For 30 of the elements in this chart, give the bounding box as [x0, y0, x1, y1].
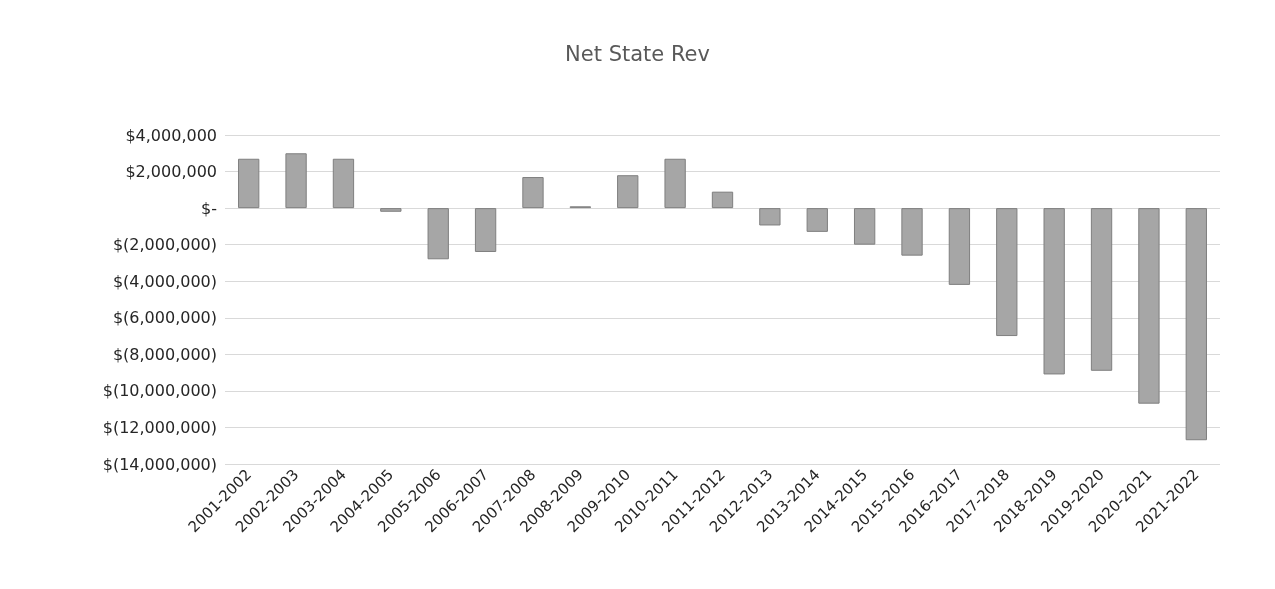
bar	[948, 208, 971, 285]
y-tick-label: $(2,000,000)	[112, 235, 217, 255]
y-tick-label: $-	[201, 198, 217, 218]
bar	[380, 208, 402, 212]
y-tick-label: $4,000,000	[125, 125, 217, 145]
bar	[1043, 208, 1065, 375]
bar	[806, 208, 828, 232]
y-tick-label: $(12,000,000)	[102, 417, 217, 437]
bar	[427, 208, 449, 260]
bar	[617, 175, 639, 209]
bar	[664, 158, 686, 209]
bar	[1138, 208, 1160, 404]
y-tick-label: $(6,000,000)	[112, 308, 217, 328]
bar	[522, 177, 544, 209]
bar	[1090, 208, 1113, 371]
y-tick-label: $(4,000,000)	[112, 271, 217, 291]
bar	[332, 158, 355, 209]
chart-title: Net State Rev	[565, 41, 710, 66]
bar	[901, 208, 923, 256]
y-tick-label: $(8,000,000)	[112, 344, 217, 364]
bar	[285, 153, 307, 209]
y-tick-label: $2,000,000	[125, 162, 217, 182]
bar	[474, 208, 497, 252]
bar	[996, 208, 1018, 337]
bar	[711, 191, 734, 209]
y-tick-label: $(10,000,000)	[102, 381, 217, 401]
bar	[1185, 208, 1207, 441]
bar	[238, 158, 260, 209]
bar	[853, 208, 876, 245]
bar	[759, 208, 781, 226]
